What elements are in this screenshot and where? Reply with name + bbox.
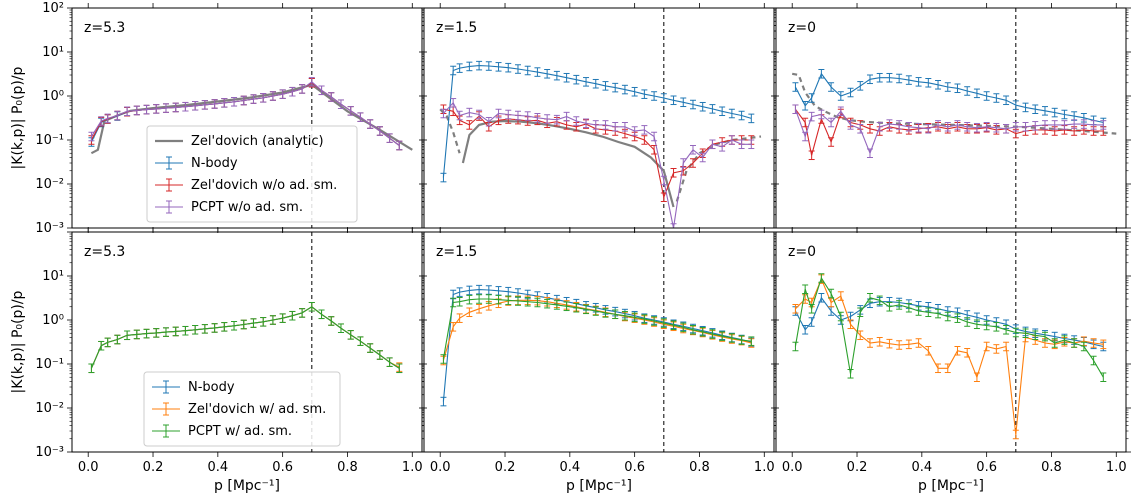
y-tick-label: 10¹	[42, 45, 64, 60]
panel-frame	[71, 7, 423, 229]
panel-label: z=5.3	[84, 20, 125, 36]
x-tick-label: 0.2	[495, 460, 516, 475]
legend-entry-label: N-body	[188, 380, 235, 395]
panel-r1-c2: 0.0 0.2 0.4 0.6 0.8 1.0 p [Mpc⁻¹] z=0	[771, 227, 1131, 494]
panel-r1-c0: 10⁻³ 10⁻² 10⁻¹ 10⁰ 10¹ 0.0 0.2 0.4 0.6 0.8 1.0 p [M…	[35, 227, 427, 494]
panel-r0-c0: 10⁻³ 10⁻² 10⁻¹ 10⁰ 10¹ 10² z=5.3	[35, 1, 427, 236]
panel-frame	[423, 231, 775, 453]
x-tick-label: 0.4	[911, 460, 932, 475]
x-tick-label: 1.0	[402, 460, 423, 475]
plot-layer: 10⁻³ 10⁻² 10⁻¹ 10⁰ 10¹ 10² z=5.3 z=1.5 z=0 |K(k,p…	[10, 1, 1131, 494]
y-tick-label: 10⁻²	[35, 177, 64, 192]
y-tick-label: 10⁰	[42, 89, 64, 104]
x-tick-label: 0.2	[847, 460, 868, 475]
panel-frame	[423, 7, 775, 229]
panel-label: z=1.5	[436, 20, 477, 36]
x-tick-label: 0.6	[624, 460, 645, 475]
y-tick-label: 10⁻³	[35, 445, 64, 460]
y-axis-label: |K(k,p)| P₀(p)/p	[10, 66, 26, 169]
legend-entry-label: PCPT w/ ad. sm.	[188, 424, 292, 439]
series-pcpt_noad-line	[442, 101, 752, 228]
panel-plot-area	[440, 232, 755, 452]
legend: N-body Zel'dovich w/ ad. sm. PCPT w/ ad. s…	[143, 371, 341, 447]
legend-entry-label: Zel'dovich w/ ad. sm.	[188, 402, 326, 417]
x-tick-label: 0.2	[143, 460, 164, 475]
panel-frame	[775, 231, 1127, 453]
series-nbody-line	[90, 306, 400, 369]
legend-box	[143, 371, 341, 447]
y-tick-label: 10⁻¹	[35, 357, 64, 372]
series-analytic-line	[675, 135, 762, 202]
panel-label: z=1.5	[436, 244, 477, 260]
y-axis-label: |K(k,p)| P₀(p)/p	[10, 290, 26, 393]
series-zeld_ad-line	[795, 277, 1104, 435]
panel-r0-c1: z=1.5	[419, 3, 779, 233]
x-tick-label: 0.0	[430, 460, 451, 475]
x-tick-label: 0.8	[1041, 460, 1062, 475]
y-tick-label: 10⁻¹	[35, 133, 64, 148]
panel-label: z=0	[788, 20, 816, 36]
legend-entry-label: PCPT w/o ad. sm.	[191, 200, 303, 215]
panel-plot-area	[792, 232, 1107, 452]
y-tick-label: 10⁻²	[35, 401, 64, 416]
x-tick-label: 0.8	[689, 460, 710, 475]
panel-label: z=0	[788, 244, 816, 260]
y-tick-label: 10²	[42, 1, 64, 16]
panel-plot-area	[88, 8, 413, 228]
series-pcpt_ad-line	[794, 276, 1104, 378]
panel-r0-c2: z=0	[771, 3, 1131, 233]
y-tick-label: 10¹	[42, 269, 64, 284]
y-tick-label: 10⁰	[42, 313, 64, 328]
panel-r1-c1: 0.0 0.2 0.4 0.6 0.8 1.0 p [Mpc⁻¹] z=1.5	[419, 227, 779, 494]
y-tick-label: 10⁻³	[35, 221, 64, 236]
legend-entry-label: Zel'dovich w/o ad. sm.	[191, 178, 337, 193]
legend-entry-label: N-body	[191, 156, 238, 171]
legend-box	[146, 125, 358, 223]
x-axis-label: p [Mpc⁻¹]	[918, 478, 984, 494]
x-tick-label: 0.4	[207, 460, 228, 475]
x-tick-label: 0.8	[337, 460, 358, 475]
legend: Zel'dovich (analytic) N-body Zel'dovich w/…	[146, 125, 358, 223]
x-axis-label: p [Mpc⁻¹]	[566, 478, 632, 494]
legend-entry-label: Zel'dovich (analytic)	[191, 134, 324, 149]
panel-frame	[775, 7, 1127, 229]
x-tick-label: 0.0	[782, 460, 803, 475]
x-axis-label: p [Mpc⁻¹]	[214, 478, 280, 494]
series-zeld_noad-line	[794, 108, 1104, 156]
panel-frame	[71, 231, 423, 453]
x-tick-label: 1.0	[754, 460, 775, 475]
series-pcpt_ad-line	[90, 306, 400, 369]
x-tick-label: 0.4	[559, 460, 580, 475]
panel-plot-area	[792, 8, 1117, 228]
x-tick-label: 0.0	[78, 460, 99, 475]
x-tick-label: 0.6	[272, 460, 293, 475]
x-tick-label: 0.6	[976, 460, 997, 475]
series-zeld_ad-line	[442, 299, 752, 361]
panel-label: z=5.3	[84, 244, 125, 260]
panel-plot-area	[439, 8, 762, 228]
series-zeld_ad-line	[90, 306, 400, 369]
x-tick-label: 1.0	[1106, 460, 1127, 475]
